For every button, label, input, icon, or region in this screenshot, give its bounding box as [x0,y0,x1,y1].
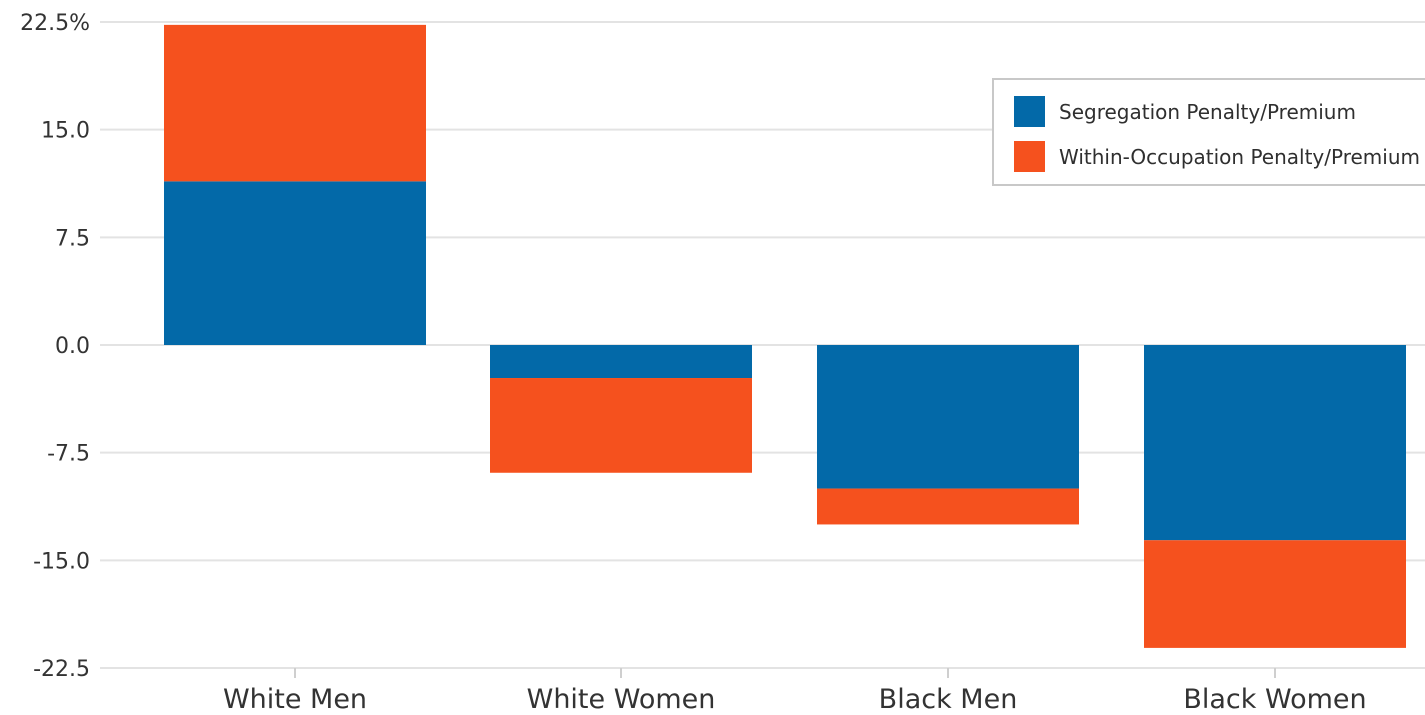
y-tick-label: 7.5 [55,226,90,251]
bar-within-occupation [817,488,1079,525]
y-tick-label: -7.5 [47,442,90,467]
legend-swatch-within-occupation [1014,141,1045,172]
bar-within-occupation [490,378,752,473]
bar-segregation [817,345,1079,489]
bar-segregation [490,345,752,379]
y-tick-label: -15.0 [33,549,90,574]
y-tick-label: -22.5 [33,657,90,682]
bar-segregation [164,181,426,345]
x-tick-label: White Men [223,684,367,715]
legend-swatch-segregation [1014,96,1045,127]
bar-within-occupation [1144,540,1406,648]
y-axis-ticks: 22.5% 15.0 7.5 0.0 -7.5 -15.0 -22.5 [20,11,90,682]
legend: Segregation Penalty/Premium Within-Occup… [992,78,1425,186]
x-tick-label: Black Men [879,684,1018,715]
bar-within-occupation [164,24,426,182]
x-tick-label: Black Women [1183,684,1366,715]
bar-segregation [1144,345,1406,541]
x-axis-ticks: White Men White Women Black Men Black Women [223,668,1367,715]
x-tick-label: White Women [527,684,716,715]
legend-label-within-occupation: Within-Occupation Penalty/Premium [1059,144,1420,169]
y-tick-label: 22.5% [20,11,90,36]
y-tick-label: 15.0 [41,119,90,144]
bars [164,24,1406,648]
y-tick-label: 0.0 [55,334,90,359]
legend-item-within-occupation: Within-Occupation Penalty/Premium [1014,141,1420,172]
legend-label-segregation: Segregation Penalty/Premium [1059,99,1356,124]
legend-item-segregation: Segregation Penalty/Premium [1014,96,1356,127]
